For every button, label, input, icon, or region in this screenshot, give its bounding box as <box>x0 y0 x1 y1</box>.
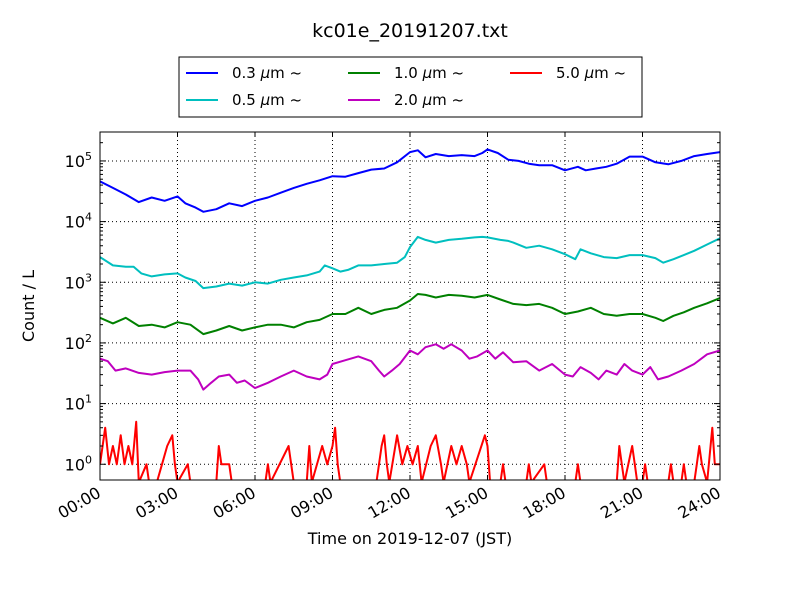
legend-label: 1.0 μm ~ <box>394 64 464 82</box>
y-tick-label: 103 <box>65 271 92 292</box>
legend-label-mu: μ <box>260 64 271 82</box>
x-tick-label: 09:00 <box>287 483 336 523</box>
x-tick-label: 12:00 <box>365 483 414 523</box>
x-tick-label: 00:00 <box>55 483 104 523</box>
y-tick-label-exponent: 1 <box>85 393 92 406</box>
y-tick-label-exponent: 4 <box>85 211 92 224</box>
legend-label-mu: μ <box>584 64 595 82</box>
x-tick-label: 06:00 <box>210 483 259 523</box>
x-axis-title: Time on 2019-12-07 (JST) <box>307 529 512 548</box>
y-tick-label: 101 <box>65 393 92 414</box>
y-tick-label-base: 10 <box>65 455 85 474</box>
legend-label-mu: μ <box>422 64 433 82</box>
y-tick-label-exponent: 5 <box>85 150 92 163</box>
y-tick-label-exponent: 0 <box>85 453 92 466</box>
x-tick-label: 21:00 <box>597 483 646 523</box>
y-axis-title: Count / L <box>19 270 38 342</box>
y-tick-label-exponent: 3 <box>85 271 92 284</box>
legend-label: 5.0 μm ~ <box>556 64 626 82</box>
y-tick-label-base: 10 <box>65 152 85 171</box>
y-tick-label-base: 10 <box>65 395 85 414</box>
series-line-4 <box>100 420 720 480</box>
legend-label-suffix: m ~ <box>432 64 464 82</box>
chart-title: kc01e_20191207.txt <box>312 20 508 42</box>
axis-ticks <box>99 131 721 480</box>
legend-label-prefix: 0.5 <box>232 91 261 109</box>
legend-label: 0.3 μm ~ <box>232 64 302 82</box>
y-tick-label-base: 10 <box>65 334 85 353</box>
y-tick-label-base: 10 <box>65 273 85 292</box>
grid <box>100 132 720 480</box>
y-tick-label: 105 <box>65 150 92 171</box>
legend-label-prefix: 5.0 <box>556 64 585 82</box>
x-tick-label: 03:00 <box>132 483 181 523</box>
legend-label-prefix: 1.0 <box>394 64 423 82</box>
legend-label-suffix: m ~ <box>270 91 302 109</box>
y-tick-label-base: 10 <box>65 213 85 232</box>
legend-label-mu: μ <box>260 91 271 109</box>
legend-label-suffix: m ~ <box>270 64 302 82</box>
series-line-1 <box>100 235 720 290</box>
y-tick-label-exponent: 2 <box>85 332 92 345</box>
legend-frame <box>178 56 643 118</box>
y-tick-label: 104 <box>65 211 92 232</box>
series-line-0 <box>100 148 720 213</box>
legend-label: 0.5 μm ~ <box>232 91 302 109</box>
legend-label-suffix: m ~ <box>594 64 626 82</box>
y-tick-label: 102 <box>65 332 92 353</box>
x-axis-tick-labels: 00:00 03:00 06:00 09:00 12:00 15:00 18:00 21:00… <box>55 483 724 523</box>
legend-label-prefix: 0.3 <box>232 64 261 82</box>
legend: 0.3 μm ~0.5 μm ~1.0 μm ~2.0 μm ~5.0 μm ~ <box>178 56 643 118</box>
series-line-3 <box>100 343 720 391</box>
legend-label: 2.0 μm ~ <box>394 91 464 109</box>
y-tick-label: 100 <box>65 453 92 474</box>
x-tick-label: 15:00 <box>442 483 491 523</box>
series-line-2 <box>100 293 720 336</box>
legend-label-suffix: m ~ <box>432 91 464 109</box>
legend-label-mu: μ <box>422 91 433 109</box>
legend-label-prefix: 2.0 <box>394 91 423 109</box>
x-tick-label: 18:00 <box>520 483 569 523</box>
series-lines <box>100 148 720 480</box>
x-tick-label: 24:00 <box>675 483 724 523</box>
